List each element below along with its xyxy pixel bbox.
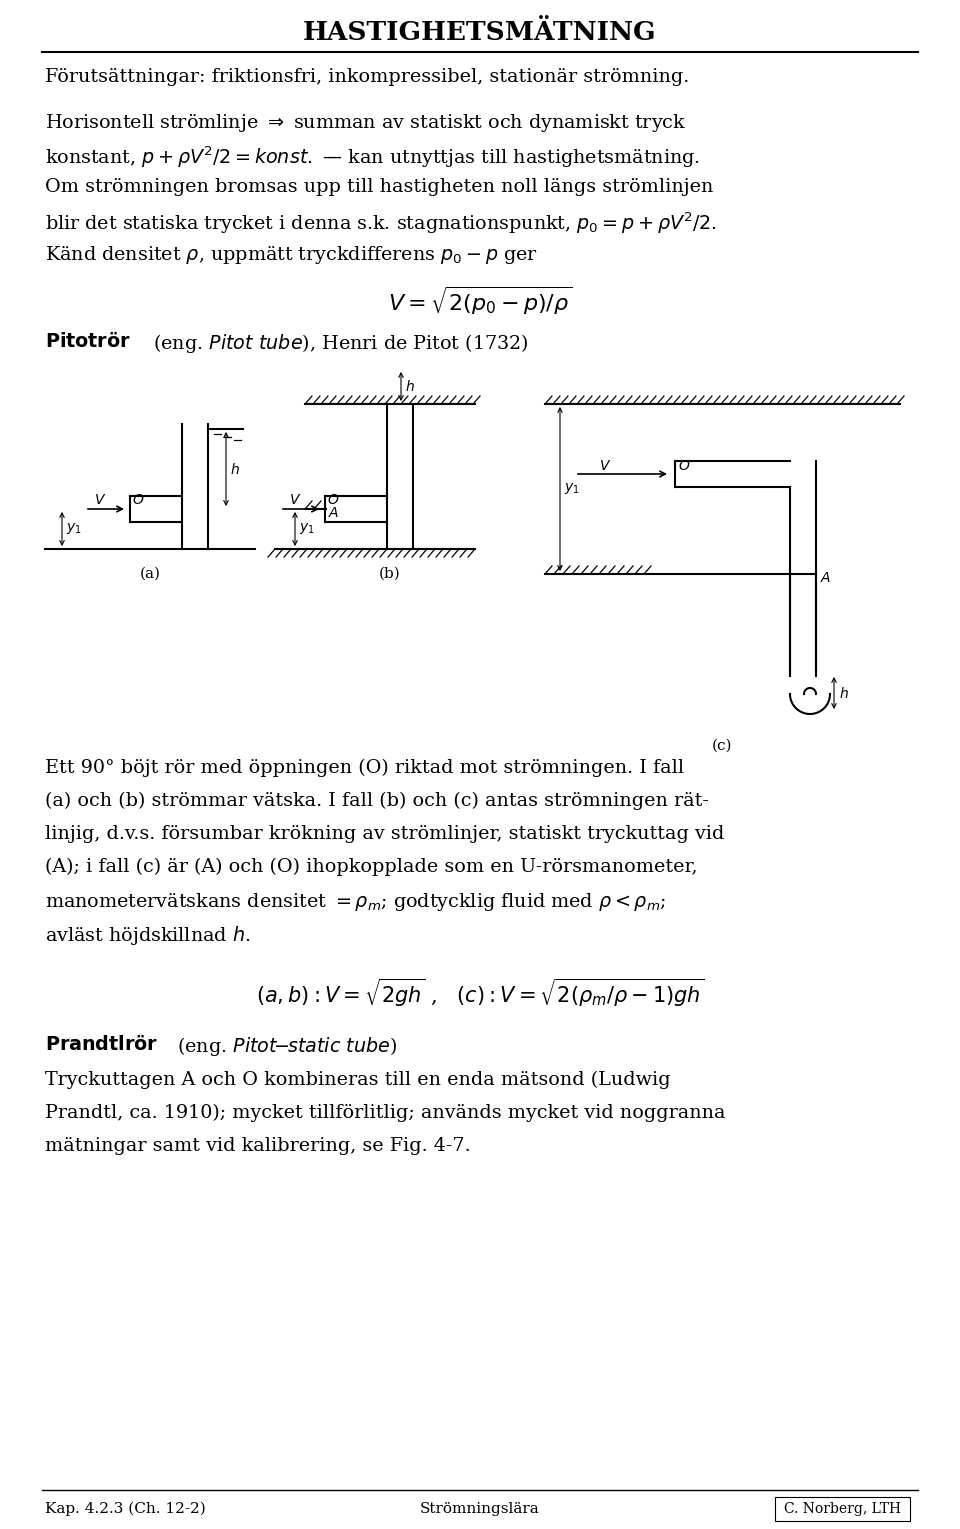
Text: Kap. 4.2.3 (Ch. 12-2): Kap. 4.2.3 (Ch. 12-2) — [45, 1501, 205, 1517]
Text: $O$: $O$ — [678, 459, 690, 472]
Text: $O$: $O$ — [327, 492, 339, 508]
Text: Förutsättningar: friktionsfri, inkompressibel, stationär strömning.: Förutsättningar: friktionsfri, inkompres… — [45, 67, 689, 86]
Text: blir det statiska trycket i denna s.k. stagnationspunkt, $p_0 = p+\rho V^2/2$.: blir det statiska trycket i denna s.k. s… — [45, 211, 717, 237]
Text: $(a, b): V = \sqrt{2gh}$ ,   $(c): V = \sqrt{2(\rho_m/\rho - 1)gh}$: $(a, b): V = \sqrt{2gh}$ , $(c): V = \sq… — [255, 977, 705, 1009]
Text: (b): (b) — [379, 567, 401, 581]
Text: Tryckuttagen A och O kombineras till en enda mätsond (Ludwig: Tryckuttagen A och O kombineras till en … — [45, 1070, 671, 1089]
Bar — [775, 1497, 910, 1521]
Text: $h$: $h$ — [839, 685, 849, 700]
Text: $A$: $A$ — [820, 570, 831, 586]
Text: (a): (a) — [139, 567, 160, 581]
Text: $y_1$: $y_1$ — [299, 521, 315, 537]
Text: (A); i fall (c) är (A) och (O) ihopkopplade som en U-rörsmanometer,: (A); i fall (c) är (A) och (O) ihopkoppl… — [45, 858, 698, 876]
Text: avläst höjdskillnad $h$.: avläst höjdskillnad $h$. — [45, 924, 251, 946]
Text: Känd densitet $\rho$, uppmätt tryckdifferens $p_0 - p$ ger: Känd densitet $\rho$, uppmätt tryckdiffe… — [45, 245, 538, 266]
Text: konstant, $p+\rho V^2/2 = \mathit{konst.}$ — kan utnyttjas till hastighetsmätnin: konstant, $p+\rho V^2/2 = \mathit{konst.… — [45, 145, 700, 171]
Text: Prandtl, ca. 1910); mycket tillförlitlig; används mycket vid noggranna: Prandtl, ca. 1910); mycket tillförlitlig… — [45, 1104, 726, 1122]
Text: $\mathbf{Prandtlrör}$: $\mathbf{Prandtlrör}$ — [45, 1035, 158, 1053]
Text: C. Norberg, LTH: C. Norberg, LTH — [784, 1501, 901, 1515]
Text: $V$: $V$ — [289, 492, 301, 508]
Text: mätningar samt vid kalibrering, se Fig. 4-7.: mätningar samt vid kalibrering, se Fig. … — [45, 1138, 470, 1154]
Text: (eng. $\mathit{Pitot\ tube}$), Henri de Pitot (1732): (eng. $\mathit{Pitot\ tube}$), Henri de … — [153, 332, 529, 355]
Text: $h$: $h$ — [230, 462, 240, 477]
Text: Om strömningen bromsas upp till hastigheten noll längs strömlinjen: Om strömningen bromsas upp till hastighe… — [45, 177, 713, 196]
Text: manometervätskans densitet $= \rho_m$; godtycklig fluid med $\rho < \rho_m$;: manometervätskans densitet $= \rho_m$; g… — [45, 891, 666, 913]
Text: (eng. $\mathit{Pitot\!\!-\!\!static\ tube}$): (eng. $\mathit{Pitot\!\!-\!\!static\ tub… — [177, 1035, 397, 1058]
Text: Ett 90° böjt rör med öppningen (O) riktad mot strömningen. I fall: Ett 90° böjt rör med öppningen (O) rikta… — [45, 758, 684, 777]
Text: $V$: $V$ — [94, 492, 107, 508]
Text: Strömningslära: Strömningslära — [420, 1501, 540, 1515]
Text: $\mathbf{Pitotrör}$: $\mathbf{Pitotrör}$ — [45, 332, 131, 352]
Text: $O$: $O$ — [132, 492, 144, 508]
Text: HASTIGHETSMÄTNING: HASTIGHETSMÄTNING — [303, 20, 657, 44]
Text: $A$: $A$ — [328, 506, 339, 520]
Text: (a) och (b) strömmar vätska. I fall (b) och (c) antas strömningen rät-: (a) och (b) strömmar vätska. I fall (b) … — [45, 792, 708, 810]
Text: $y_1$: $y_1$ — [66, 521, 82, 537]
Text: (c): (c) — [711, 739, 732, 752]
Text: $V = \sqrt{2(p_0 - p)/\rho}$: $V = \sqrt{2(p_0 - p)/\rho}$ — [388, 284, 572, 318]
Text: Horisontell strömlinje $\Rightarrow$ summan av statiskt och dynamiskt tryck: Horisontell strömlinje $\Rightarrow$ sum… — [45, 112, 686, 135]
Text: $h$: $h$ — [405, 379, 415, 394]
Text: linjig, d.v.s. försumbar krökning av strömlinjer, statiskt tryckuttag vid: linjig, d.v.s. försumbar krökning av str… — [45, 826, 725, 842]
Text: $y_1$: $y_1$ — [564, 482, 580, 497]
Text: $V$: $V$ — [599, 459, 612, 472]
